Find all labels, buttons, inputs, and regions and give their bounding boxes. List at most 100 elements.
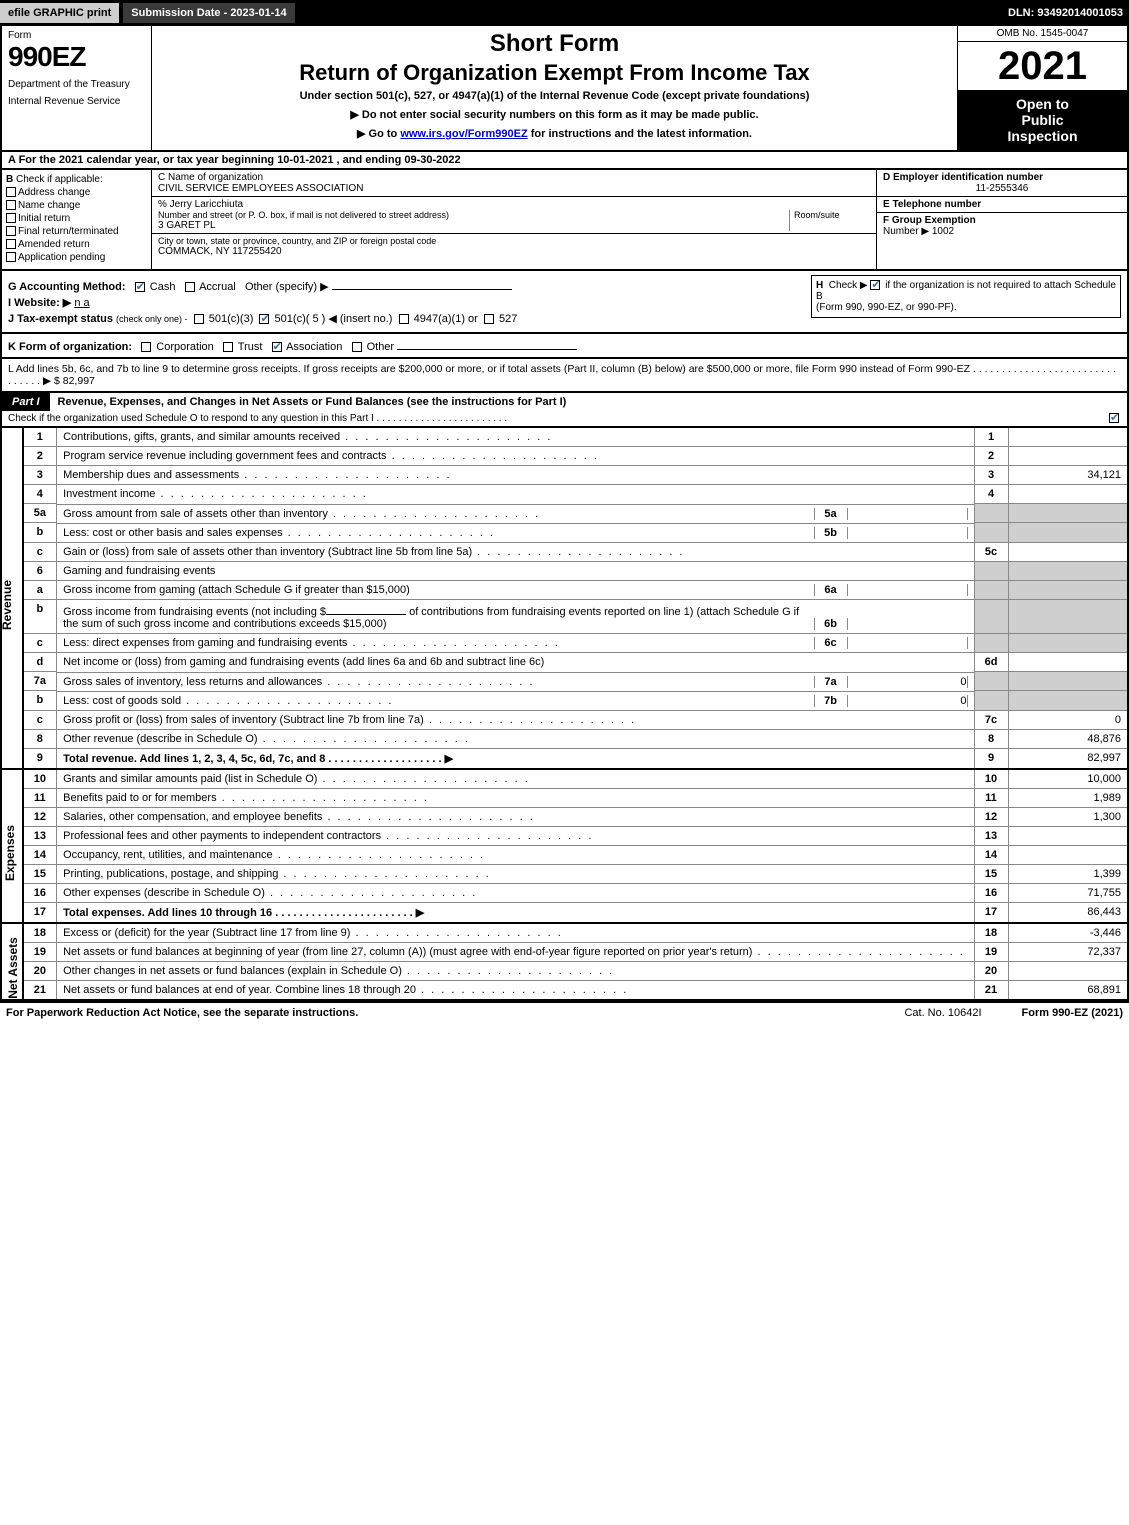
chk-4947a1[interactable] [399, 314, 409, 324]
pct-name: % Jerry Laricchiuta [158, 199, 870, 210]
line-val: 1,989 [1008, 788, 1128, 807]
lbl-final-return: Final return/terminated [18, 226, 119, 237]
line-val [1008, 845, 1128, 864]
lbl-4947a1: 4947(a)(1) or [414, 313, 478, 325]
line-desc: Benefits paid to or for members [57, 788, 974, 807]
line-rn: 18 [974, 924, 1008, 943]
street-value: 3 GARET PL [158, 220, 789, 231]
chk-final-return[interactable] [6, 226, 16, 236]
city-label: City or town, state or province, country… [158, 236, 870, 246]
part1-title: Revenue, Expenses, and Changes in Net As… [50, 396, 1127, 408]
net-assets-section: Net Assets 18Excess or (deficit) for the… [0, 924, 1129, 1001]
fundraising-amount-input[interactable] [326, 603, 406, 615]
line-desc: Less: cost of goods sold7b0 [57, 691, 973, 710]
line-desc: Other changes in net assets or fund bala… [57, 961, 974, 980]
chk-other-org[interactable] [352, 342, 362, 352]
chk-amended-return[interactable] [6, 239, 16, 249]
line-rn [974, 672, 1008, 691]
lbl-accrual: Accrual [199, 281, 236, 293]
dept-irs: Internal Revenue Service [8, 96, 145, 107]
h-check-text: Check ▶ [829, 280, 868, 291]
open-to-public-box: Open to Public Inspection [958, 90, 1127, 150]
lbl-trust: Trust [238, 341, 263, 353]
section-h: H Check ▶ if the organization is not req… [811, 275, 1121, 318]
line-num: 2 [23, 447, 57, 466]
chk-association[interactable] [272, 342, 282, 352]
chk-trust[interactable] [223, 342, 233, 352]
section-bcdef: B Check if applicable: Address change Na… [0, 170, 1129, 271]
line-desc: Total revenue. Add lines 1, 2, 3, 4, 5c,… [57, 748, 974, 769]
part1-tab: Part I [2, 393, 50, 411]
chk-accrual[interactable] [185, 282, 195, 292]
expenses-section: Expenses 10Grants and similar amounts pa… [0, 770, 1129, 924]
line-val: 48,876 [1008, 729, 1128, 748]
city-value: COMMACK, NY 117255420 [158, 246, 870, 257]
header-left: Form 990EZ Department of the Treasury In… [2, 26, 152, 150]
lbl-name-change: Name change [18, 200, 80, 211]
efile-print-button[interactable]: efile GRAPHIC print [0, 3, 119, 23]
line-desc: Gross profit or (loss) from sales of inv… [57, 710, 974, 729]
line-val [1008, 961, 1128, 980]
line-num: 8 [23, 729, 57, 748]
line-val: 1,300 [1008, 807, 1128, 826]
line-rn [974, 691, 1008, 711]
chk-corporation[interactable] [141, 342, 151, 352]
chk-501c3[interactable] [194, 314, 204, 324]
line-val: 1,399 [1008, 864, 1128, 883]
net-assets-vert-label: Net Assets [0, 924, 22, 1001]
form-footer-label: Form 990-EZ (2021) [1022, 1007, 1123, 1019]
line-rn: 17 [974, 902, 1008, 923]
open-line1: Open to [962, 96, 1123, 112]
line-desc: Investment income [57, 485, 974, 504]
other-specify-input[interactable] [332, 278, 512, 290]
f-label: F Group Exemption [883, 215, 976, 226]
line-val: 86,443 [1008, 902, 1128, 923]
line-rn: 3 [974, 466, 1008, 485]
line-rn: 15 [974, 864, 1008, 883]
section-b: B Check if applicable: Address change Na… [2, 170, 152, 269]
line-num: 11 [23, 788, 57, 807]
line-desc: Program service revenue including govern… [57, 447, 974, 466]
line-rn: 2 [974, 447, 1008, 466]
dept-treasury: Department of the Treasury [8, 79, 145, 90]
line-rn: 1 [974, 428, 1008, 447]
irs-link[interactable]: www.irs.gov/Form990EZ [400, 128, 527, 140]
line-val [1008, 504, 1128, 523]
chk-cash[interactable] [135, 282, 145, 292]
line-rn: 6d [974, 653, 1008, 672]
line-val: -3,446 [1008, 924, 1128, 943]
chk-527[interactable] [484, 314, 494, 324]
line-val [1008, 561, 1128, 580]
revenue-table: 1Contributions, gifts, grants, and simil… [22, 428, 1129, 770]
line-desc: Contributions, gifts, grants, and simila… [57, 428, 974, 447]
line-desc: Occupancy, rent, utilities, and maintena… [57, 845, 974, 864]
chk-501c[interactable] [259, 314, 269, 324]
line-val [1008, 672, 1128, 691]
revenue-section: Revenue 1Contributions, gifts, grants, a… [0, 428, 1129, 770]
line-rn: 10 [974, 770, 1008, 789]
line-num: 6 [23, 561, 57, 580]
lbl-application-pending: Application pending [18, 252, 105, 263]
chk-initial-return[interactable] [6, 213, 16, 223]
chk-name-change[interactable] [6, 200, 16, 210]
line-rn: 16 [974, 883, 1008, 902]
line-num: c [23, 633, 57, 653]
other-org-input[interactable] [397, 338, 577, 350]
chk-address-change[interactable] [6, 187, 16, 197]
goto-instructions: ▶ Go to www.irs.gov/Form990EZ for instru… [162, 127, 947, 140]
ssn-warning: ▶ Do not enter social security numbers o… [162, 108, 947, 121]
line-desc: Gross amount from sale of assets other t… [57, 504, 973, 523]
line-val: 10,000 [1008, 770, 1128, 789]
chk-application-pending[interactable] [6, 252, 16, 262]
chk-schedule-b-not-required[interactable] [870, 280, 880, 290]
chk-schedule-o-used[interactable] [1109, 413, 1119, 423]
k-label: K Form of organization: [8, 341, 132, 353]
tax-year: 2021 [958, 42, 1127, 90]
line-desc: Other revenue (describe in Schedule O) [57, 729, 974, 748]
line-num: c [23, 710, 57, 729]
lbl-501c: 501(c)( 5 ) ◀ (insert no.) [275, 313, 393, 325]
org-name: CIVIL SERVICE EMPLOYEES ASSOCIATION [158, 183, 870, 194]
line-num: 4 [23, 485, 57, 504]
line-num: 3 [23, 466, 57, 485]
line-rn: 12 [974, 807, 1008, 826]
